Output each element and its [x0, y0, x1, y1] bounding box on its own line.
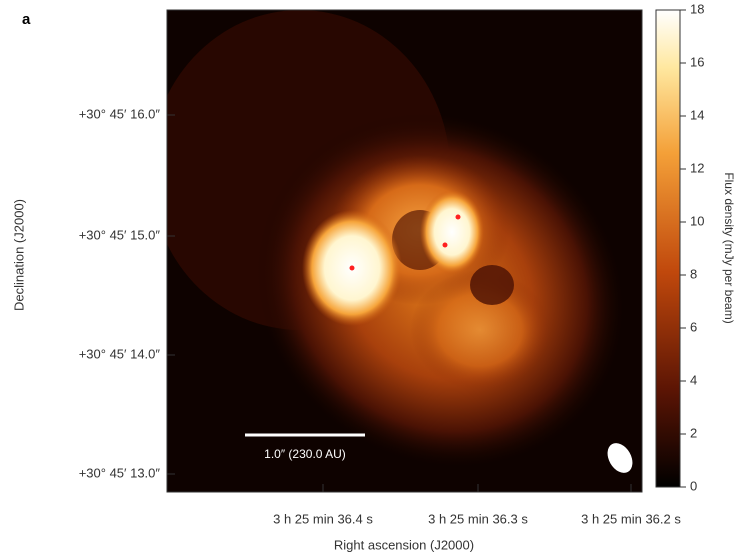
x-tick-label: 3 h 25 min 36.2 s [581, 511, 681, 526]
colorbar-tick-label: 6 [690, 319, 697, 334]
figure: a 1.0″ (230.0 AU) Flux density (mJy per … [0, 0, 741, 557]
y-axis-label: Declination (J2000) [11, 199, 26, 311]
colorbar-tick-label: 10 [690, 213, 704, 228]
colorbar-tick-label: 2 [690, 425, 697, 440]
colorbar-tick-label: 12 [690, 160, 704, 175]
colorbar-tick-label: 0 [690, 478, 697, 493]
x-tick-label: 3 h 25 min 36.4 s [273, 511, 373, 526]
y-tick-label: +30° 45′ 14.0″ [79, 346, 161, 361]
y-tick-label: +30° 45′ 13.0″ [79, 465, 161, 480]
colorbar-tick-label: 18 [690, 1, 704, 16]
colorbar-tick-label: 14 [690, 107, 704, 122]
colorbar-label: Flux density (mJy per beam) [722, 172, 736, 323]
colorbar [656, 10, 680, 487]
colorbar-tick-label: 16 [690, 54, 704, 69]
x-axis-label: Right ascension (J2000) [334, 537, 474, 552]
colorbar-tick-label: 4 [690, 372, 697, 387]
scale-bar-label: 1.0″ (230.0 AU) [264, 447, 346, 461]
colorbar-tick-label: 8 [690, 266, 697, 281]
x-tick-label: 3 h 25 min 36.3 s [428, 511, 528, 526]
panel-label: a [22, 11, 31, 28]
image [150, 10, 693, 538]
y-tick-label: +30° 45′ 16.0″ [79, 106, 161, 121]
y-tick-label: +30° 45′ 15.0″ [79, 227, 161, 242]
